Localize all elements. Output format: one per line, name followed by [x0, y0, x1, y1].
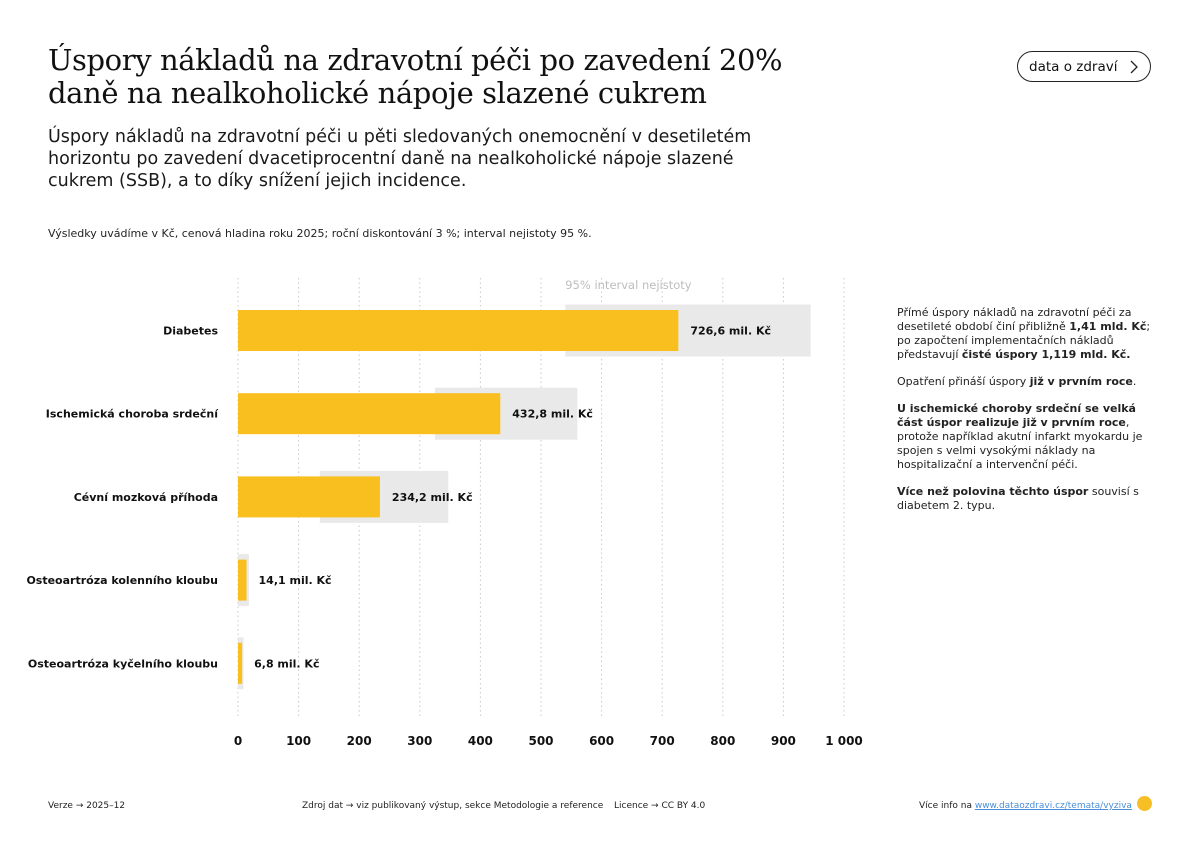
category-label: Ischemická choroba srdeční [46, 408, 219, 421]
value-label: 6,8 mil. Kč [254, 657, 319, 670]
value-label: 14,1 mil. Kč [259, 574, 332, 587]
more-info-link[interactable]: www.dataozdravi.cz/temata/vyziva [974, 801, 1132, 811]
x-tick-label: 800 [710, 734, 735, 748]
footer-more-info: Více info na www.dataozdravi.cz/temata/v… [919, 801, 1132, 811]
x-tick-label: 700 [650, 734, 675, 748]
value-label: 726,6 mil. Kč [690, 325, 771, 338]
savings-bar-chart: 0 100 200 300 400 500 600 700 800 900 1 000 95% int… [26, 278, 863, 748]
x-tick-label: 100 [286, 734, 311, 748]
key-finding-headline: Přímé úspory nákladů na zdravotní péči z… [897, 306, 1151, 361]
page-subtitle: Úspory nákladů na zdravotní péči u pěti … [48, 127, 752, 191]
value-label: 432,8 mil. Kč [512, 408, 593, 421]
x-tick-label: 0 [234, 734, 242, 748]
methodology-note: Výsledky uvádíme v Kč, cenová hladina ro… [48, 227, 592, 240]
ci-legend-label: 95% interval nejistoty [565, 278, 692, 292]
category-label: Cévní mozková příhoda [74, 491, 218, 504]
x-tick-label: 600 [589, 734, 614, 748]
category-label: Diabetes [163, 325, 218, 338]
data-o-zdravi-label: data o zdraví [1029, 58, 1118, 75]
x-tick-label: 1 000 [825, 734, 863, 748]
x-tick-label: 300 [407, 734, 432, 748]
value-label: 234,2 mil. Kč [392, 491, 473, 504]
x-tick-label: 900 [771, 734, 796, 748]
finding-first-year: Opatření přináší úspory již v prvním roc… [897, 375, 1137, 388]
x-tick-label: 500 [528, 734, 553, 748]
finding-ischemic: U ischemické choroby srdeční se velká čá… [897, 402, 1143, 471]
category-label: Osteoartróza kolenního kloubu [26, 574, 218, 587]
data-o-zdravi-button[interactable]: data o zdraví [1017, 51, 1151, 82]
x-tick-label: 200 [347, 734, 372, 748]
footer-source: Zdroj dat → viz publikovaný výstup, sekc… [302, 801, 604, 811]
logo-icon [1137, 796, 1152, 811]
page-title: Úspory nákladů na zdravotní péči po zave… [48, 43, 783, 110]
bar [238, 642, 243, 684]
key-findings-panel: Přímé úspory nákladů na zdravotní péči z… [897, 306, 1152, 526]
finding-diabetes: Více než polovina těchto úspor souvisí s… [897, 485, 1139, 512]
bar [238, 476, 380, 518]
footer-version: Verze → 2025–12 [48, 801, 126, 811]
x-tick-label: 400 [468, 734, 493, 748]
bar [238, 310, 679, 351]
bar [238, 393, 501, 435]
chevron-right-icon [1130, 60, 1138, 74]
category-label: Osteoartróza kyčelního kloubu [28, 657, 218, 670]
bar [238, 559, 247, 601]
footer-license: Licence → CC BY 4.0 [614, 801, 706, 811]
